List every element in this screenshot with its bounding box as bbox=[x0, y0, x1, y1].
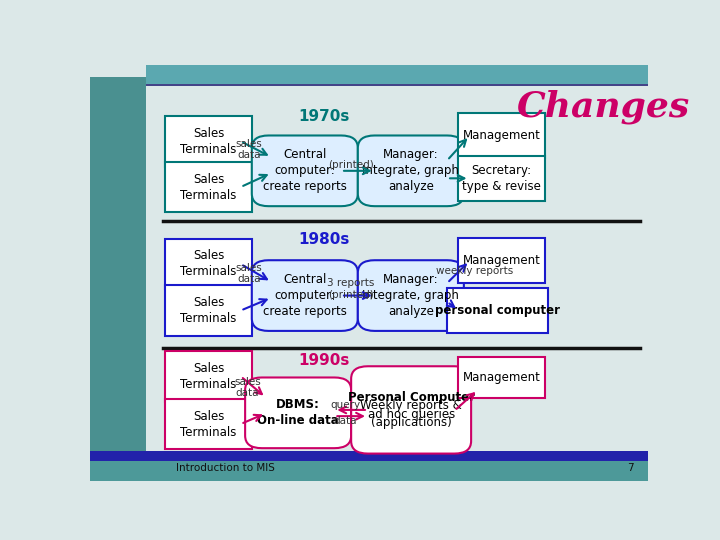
Bar bbox=[169, 77, 171, 456]
Text: ad hoc queries: ad hoc queries bbox=[367, 408, 455, 421]
Text: 3 reports
(printed): 3 reports (printed) bbox=[328, 278, 375, 300]
FancyBboxPatch shape bbox=[459, 156, 545, 201]
Bar bbox=[151, 77, 153, 456]
FancyBboxPatch shape bbox=[459, 113, 545, 158]
Text: weekly reports: weekly reports bbox=[436, 266, 513, 275]
Bar bbox=[166, 77, 167, 456]
FancyBboxPatch shape bbox=[166, 116, 252, 167]
Bar bbox=[90, 451, 648, 462]
Text: Central
computer:
create reports: Central computer: create reports bbox=[263, 273, 347, 318]
Text: Personal Computer: Personal Computer bbox=[348, 391, 474, 404]
Bar bbox=[145, 84, 648, 85]
FancyBboxPatch shape bbox=[447, 288, 548, 333]
Text: 1990s: 1990s bbox=[299, 353, 350, 368]
Bar bbox=[153, 77, 155, 456]
Bar bbox=[159, 77, 161, 456]
Bar bbox=[145, 77, 147, 456]
Bar bbox=[167, 77, 168, 456]
FancyBboxPatch shape bbox=[358, 136, 464, 206]
Text: Sales
Terminals: Sales Terminals bbox=[181, 362, 237, 391]
FancyBboxPatch shape bbox=[166, 161, 252, 212]
Text: Weekly reports &: Weekly reports & bbox=[360, 399, 462, 412]
Text: Changes: Changes bbox=[517, 90, 690, 124]
Text: Management: Management bbox=[462, 254, 541, 267]
Text: Sales
Terminals: Sales Terminals bbox=[181, 296, 237, 325]
Text: 7: 7 bbox=[627, 463, 634, 473]
Text: data: data bbox=[334, 416, 357, 426]
Bar bbox=[158, 77, 159, 456]
Text: sales
data: sales data bbox=[234, 377, 261, 399]
FancyBboxPatch shape bbox=[245, 377, 351, 448]
Text: (printed): (printed) bbox=[328, 160, 374, 171]
Text: 1970s: 1970s bbox=[299, 109, 350, 124]
FancyBboxPatch shape bbox=[166, 239, 252, 289]
Text: Sales
Terminals: Sales Terminals bbox=[181, 127, 237, 156]
Text: query: query bbox=[330, 400, 361, 410]
FancyBboxPatch shape bbox=[358, 260, 464, 331]
FancyBboxPatch shape bbox=[252, 136, 358, 206]
Bar bbox=[147, 77, 148, 456]
Bar bbox=[156, 77, 157, 456]
Text: personal computer: personal computer bbox=[435, 304, 560, 317]
Bar bbox=[157, 77, 158, 456]
Bar bbox=[90, 77, 145, 456]
Bar bbox=[174, 77, 175, 456]
Bar bbox=[163, 77, 165, 456]
Text: DBMS:
On-line data: DBMS: On-line data bbox=[257, 399, 339, 427]
Bar bbox=[150, 77, 151, 456]
Bar bbox=[90, 461, 648, 481]
Bar bbox=[145, 65, 648, 84]
Bar bbox=[178, 77, 179, 456]
Text: Sales
Terminals: Sales Terminals bbox=[181, 173, 237, 201]
Bar bbox=[177, 77, 178, 456]
Text: Manager:
Integrate, graph
analyze: Manager: Integrate, graph analyze bbox=[362, 273, 459, 318]
FancyBboxPatch shape bbox=[166, 351, 252, 402]
Text: Manager:
Integrate, graph
analyze: Manager: Integrate, graph analyze bbox=[362, 148, 459, 193]
Bar bbox=[176, 77, 177, 456]
Bar bbox=[175, 77, 176, 456]
Text: (applications): (applications) bbox=[371, 416, 451, 429]
Bar bbox=[165, 77, 166, 456]
Bar bbox=[149, 77, 150, 456]
Text: Central
computer:
create reports: Central computer: create reports bbox=[263, 148, 347, 193]
Bar bbox=[168, 77, 169, 456]
Bar bbox=[173, 77, 174, 456]
FancyBboxPatch shape bbox=[351, 366, 471, 454]
FancyBboxPatch shape bbox=[166, 399, 252, 449]
Text: Sales
Terminals: Sales Terminals bbox=[181, 409, 237, 438]
Text: 1980s: 1980s bbox=[299, 232, 350, 247]
FancyBboxPatch shape bbox=[459, 238, 545, 283]
Text: Management: Management bbox=[462, 130, 541, 143]
Bar bbox=[171, 77, 173, 456]
Text: Secretary:
type & revise: Secretary: type & revise bbox=[462, 164, 541, 193]
Text: sales
data: sales data bbox=[235, 139, 262, 160]
Text: sales
data: sales data bbox=[235, 263, 262, 285]
Text: Management: Management bbox=[462, 371, 541, 384]
Text: Sales
Terminals: Sales Terminals bbox=[181, 249, 237, 279]
Bar bbox=[161, 77, 163, 456]
FancyBboxPatch shape bbox=[252, 260, 358, 331]
FancyBboxPatch shape bbox=[459, 357, 545, 399]
Bar bbox=[155, 77, 156, 456]
FancyBboxPatch shape bbox=[166, 285, 252, 336]
Text: Introduction to MIS: Introduction to MIS bbox=[176, 463, 275, 473]
Bar bbox=[148, 77, 149, 456]
